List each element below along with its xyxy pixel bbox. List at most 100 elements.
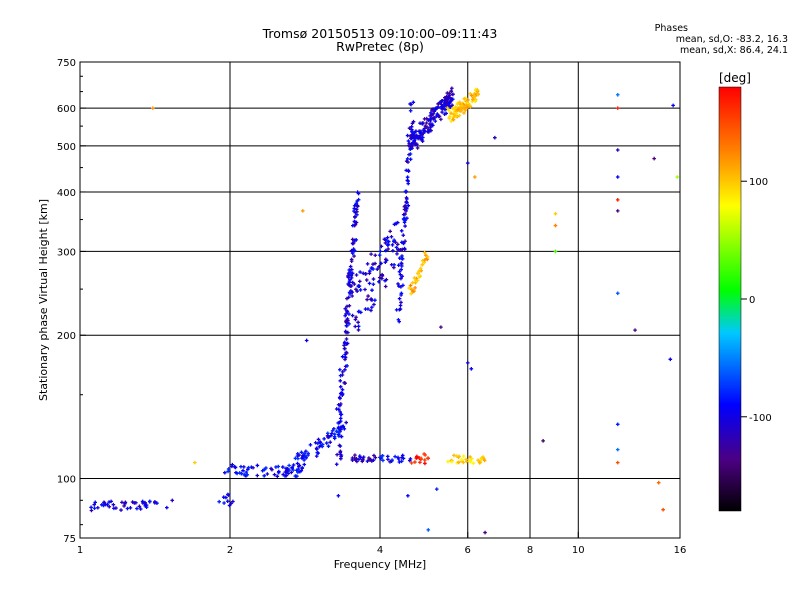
echo-point (306, 453, 310, 457)
echo-point (384, 248, 388, 253)
y-tick-label: 600 (57, 104, 76, 115)
echo-point (418, 274, 423, 278)
echo-point (344, 320, 348, 324)
echo-point (302, 451, 307, 456)
echo-point (541, 439, 545, 443)
echo-point (239, 471, 244, 476)
echo-point (340, 373, 345, 377)
echo-point (304, 449, 308, 454)
echo-point (463, 108, 468, 112)
echo-point (320, 442, 325, 447)
echo-point (367, 456, 371, 460)
echo-point (350, 237, 355, 242)
echo-point (434, 487, 439, 491)
echo-point (262, 474, 267, 478)
echo-point (457, 113, 462, 118)
echo-point (308, 443, 313, 447)
echo-point (439, 325, 443, 329)
echo-point (223, 470, 227, 475)
echo-point (334, 429, 339, 433)
phases-heading: Phases (654, 23, 688, 34)
echo-point (462, 111, 466, 115)
echo-point (429, 128, 433, 133)
echo-point (447, 108, 451, 113)
echo-point (384, 257, 388, 262)
echo-point (338, 410, 342, 414)
echo-point (396, 282, 400, 286)
colorbar-tick-label: 0 (749, 295, 755, 306)
echo-point (379, 244, 384, 249)
echo-point (413, 460, 417, 464)
echo-point (443, 107, 447, 112)
echo-point (295, 452, 300, 456)
echo-point (399, 291, 404, 296)
echo-point (442, 112, 447, 116)
echo-point (89, 508, 94, 513)
echo-point (343, 381, 347, 385)
phases-x-mode-stats: mean, sd,X: 86.4, 24.1 (679, 45, 788, 56)
echo-point (469, 456, 474, 461)
echo-point (373, 455, 378, 460)
echo-point (135, 506, 139, 511)
echo-point (339, 453, 344, 457)
echo-point (426, 127, 431, 132)
echo-point (428, 117, 433, 121)
echo-point (375, 267, 380, 271)
echo-point (379, 456, 383, 461)
echo-point (137, 504, 142, 509)
echo-point (93, 500, 98, 505)
echo-point (356, 284, 361, 289)
echo-point (415, 134, 419, 139)
echo-point (352, 248, 357, 253)
echo-point (354, 207, 359, 212)
echo-point (350, 290, 355, 294)
echo-point (371, 267, 375, 271)
echo-point (479, 457, 484, 461)
echo-point (229, 501, 233, 506)
echo-point (284, 473, 288, 478)
echo-point (383, 237, 387, 242)
echo-point (96, 505, 100, 510)
echo-point (450, 103, 454, 108)
echo-point (396, 457, 401, 461)
echo-point (418, 130, 423, 134)
echo-point (380, 274, 385, 278)
echo-point (403, 189, 408, 194)
echo-point (406, 168, 411, 173)
echo-point (615, 106, 620, 110)
echo-point (354, 287, 358, 292)
echo-point (412, 276, 417, 280)
echo-point (615, 460, 620, 465)
echo-point (445, 106, 450, 110)
echo-point (318, 440, 322, 444)
echo-point (411, 100, 416, 105)
x-tick-label: 1 (77, 545, 83, 556)
chart-title: Tromsø 20150513 09:10:00–09:11:43 (262, 26, 498, 41)
echo-point (436, 102, 441, 106)
echo-point (464, 99, 469, 104)
echo-point (410, 121, 415, 126)
echo-point (336, 430, 341, 435)
echo-point (416, 271, 421, 275)
echo-point (345, 309, 350, 314)
grid-lines (80, 62, 680, 538)
echo-point (368, 458, 372, 462)
echo-point (230, 464, 234, 469)
echo-point (347, 303, 352, 308)
echo-point (343, 313, 348, 318)
echo-point (454, 454, 459, 458)
echo-point (365, 262, 370, 266)
echo-point (448, 96, 452, 100)
echo-point (114, 506, 118, 510)
echo-point (378, 249, 383, 254)
echo-point (615, 291, 620, 296)
echo-point (422, 260, 426, 265)
echo-point (105, 502, 110, 507)
echo-point (92, 506, 97, 511)
echo-point (399, 267, 403, 272)
echo-point (396, 263, 401, 268)
x-tick-label: 2 (227, 545, 233, 556)
y-tick-label: 75 (63, 534, 76, 545)
echo-point (383, 284, 388, 289)
echo-point (397, 460, 402, 464)
